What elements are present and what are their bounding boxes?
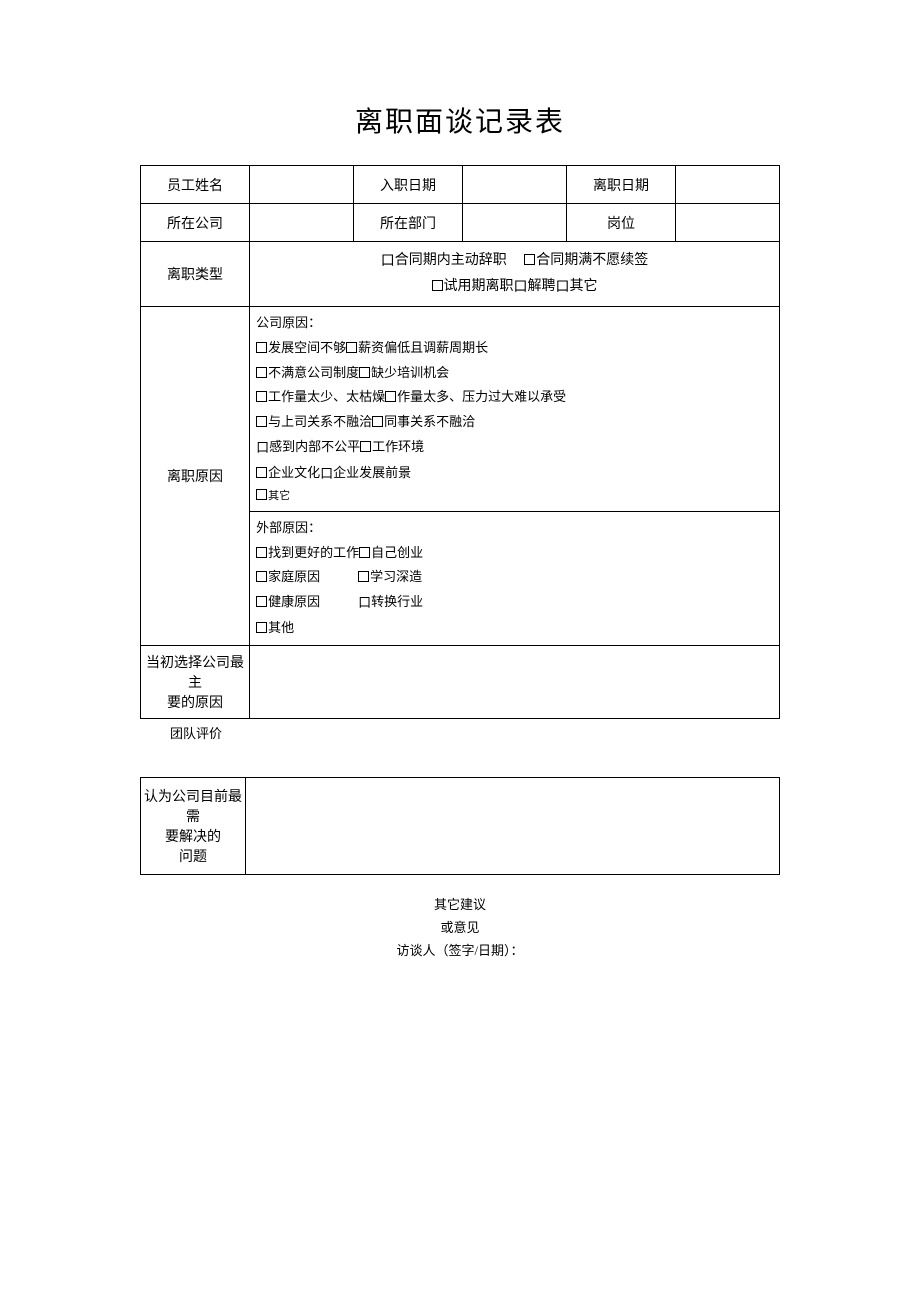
field-join-date[interactable] bbox=[463, 166, 567, 204]
checkbox-icon[interactable] bbox=[256, 342, 267, 353]
field-select-reason[interactable] bbox=[250, 645, 780, 718]
label-problem: 认为公司目前最需 要解决的 问题 bbox=[141, 777, 246, 874]
field-leave-date[interactable] bbox=[676, 166, 780, 204]
problem-table: 认为公司目前最需 要解决的 问题 bbox=[140, 777, 780, 875]
field-department[interactable] bbox=[463, 204, 567, 242]
checkbox-icon[interactable] bbox=[256, 416, 267, 427]
field-problem[interactable] bbox=[246, 777, 780, 874]
field-employee-name[interactable] bbox=[250, 166, 354, 204]
field-company[interactable] bbox=[250, 204, 354, 242]
label-department: 所在部门 bbox=[353, 204, 462, 242]
opt-contract-resign: 合同期内主动辞职 bbox=[395, 253, 507, 268]
checkbox-icon[interactable] bbox=[256, 367, 267, 378]
external-reasons: 外部原因： 找到更好的工作自己创业 家庭原因学习深造 健康原因口转换行业 其他 bbox=[250, 512, 780, 645]
checkbox-icon[interactable] bbox=[346, 342, 357, 353]
team-evaluation-label: 团队评价 bbox=[140, 723, 780, 742]
checkbox-icon[interactable] bbox=[358, 571, 369, 582]
checkbox-icon[interactable]: 口 bbox=[320, 462, 333, 487]
checkbox-icon[interactable] bbox=[385, 391, 396, 402]
checkbox-icon[interactable] bbox=[256, 547, 267, 558]
leave-type-options: 口合同期内主动辞职 合同期满不愿续签 试用期离职口解聘口其它 bbox=[250, 242, 780, 307]
checkbox-icon[interactable] bbox=[256, 596, 267, 607]
footer-interviewer: 访谈人（签字/日期）： bbox=[140, 939, 780, 962]
label-leave-date: 离职日期 bbox=[566, 166, 675, 204]
label-leave-type: 离职类型 bbox=[141, 242, 250, 307]
checkbox-icon[interactable] bbox=[524, 254, 535, 265]
label-select-reason: 当初选择公司最主 要的原因 bbox=[141, 645, 250, 718]
form-title: 离职面谈记录表 bbox=[140, 100, 780, 140]
checkbox-icon[interactable]: 口 bbox=[514, 275, 528, 300]
checkbox-icon[interactable] bbox=[256, 571, 267, 582]
checkbox-icon[interactable] bbox=[256, 489, 267, 500]
footer-section: 其它建议 或意见 访谈人（签字/日期）： bbox=[140, 893, 780, 963]
label-leave-reason: 离职原因 bbox=[141, 307, 250, 645]
checkbox-icon[interactable]: 口 bbox=[381, 249, 395, 274]
label-company: 所在公司 bbox=[141, 204, 250, 242]
checkbox-icon[interactable]: 口 bbox=[556, 275, 570, 300]
opt-dismissal: 解聘 bbox=[528, 279, 556, 294]
company-reason-header: 公司原因： bbox=[256, 311, 773, 336]
checkbox-icon[interactable] bbox=[372, 416, 383, 427]
checkbox-icon[interactable] bbox=[432, 280, 443, 291]
field-position[interactable] bbox=[676, 204, 780, 242]
checkbox-icon[interactable] bbox=[256, 622, 267, 633]
label-join-date: 入职日期 bbox=[353, 166, 462, 204]
label-position: 岗位 bbox=[566, 204, 675, 242]
checkbox-icon[interactable] bbox=[359, 547, 370, 558]
footer-suggestion2: 或意见 bbox=[140, 916, 780, 939]
footer-suggestion1: 其它建议 bbox=[140, 893, 780, 916]
checkbox-icon[interactable] bbox=[359, 367, 370, 378]
main-table: 员工姓名 入职日期 离职日期 所在公司 所在部门 岗位 离职类型 口合同期内主动… bbox=[140, 165, 780, 719]
label-employee-name: 员工姓名 bbox=[141, 166, 250, 204]
opt-probation: 试用期离职 bbox=[444, 279, 514, 294]
checkbox-icon[interactable]: 口 bbox=[256, 436, 269, 461]
checkbox-icon[interactable]: 口 bbox=[358, 591, 371, 616]
opt-other: 其它 bbox=[570, 279, 598, 294]
checkbox-icon[interactable] bbox=[256, 467, 267, 478]
checkbox-icon[interactable] bbox=[360, 441, 371, 452]
checkbox-icon[interactable] bbox=[256, 391, 267, 402]
external-reason-header: 外部原因： bbox=[256, 516, 773, 541]
opt-contract-expire: 合同期满不愿续签 bbox=[536, 253, 648, 268]
company-reasons: 公司原因： 发展空间不够薪资偏低且调薪周期长 不满意公司制度缺少培训机会 工作量… bbox=[250, 307, 780, 512]
